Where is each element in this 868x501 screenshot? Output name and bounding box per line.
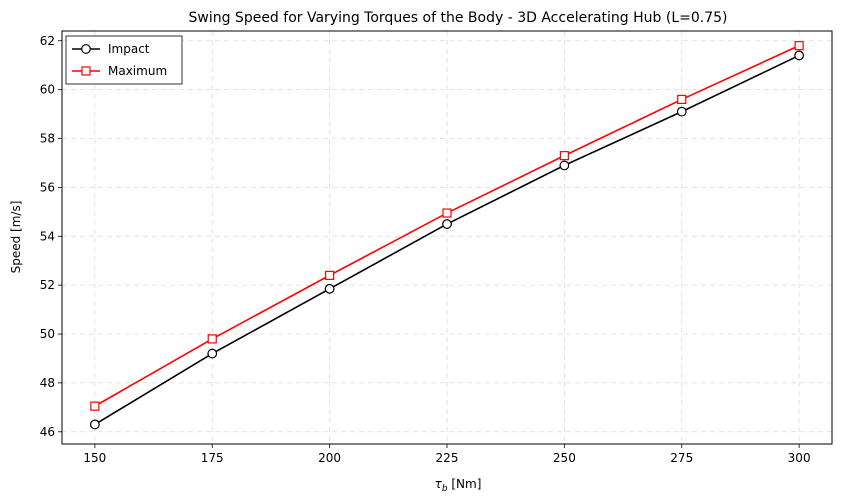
x-axis-subscript: b (442, 484, 448, 494)
data-point-maximum (559, 151, 569, 161)
data-point-maximum (794, 41, 804, 51)
legend: Impact Maximum (65, 35, 183, 85)
legend-marker-impact (81, 44, 91, 54)
legend-marker-maximum (81, 66, 91, 76)
series-layer (89, 41, 805, 430)
data-point-impact (559, 160, 570, 171)
y-tick-label: 54 (40, 229, 55, 243)
y-tick-label: 52 (40, 278, 55, 292)
legend-label-maximum: Maximum (108, 64, 167, 78)
x-tick-label: 250 (553, 451, 576, 465)
data-point-maximum (325, 270, 335, 280)
y-axis-label: Speed [m/s] (9, 201, 23, 274)
data-point-impact (89, 419, 100, 430)
legend-box (65, 35, 183, 85)
data-point-maximum (90, 401, 100, 411)
y-tick-label: 58 (40, 132, 55, 146)
y-tick-label: 56 (40, 180, 55, 194)
y-tick-label: 62 (40, 34, 55, 48)
data-point-maximum (207, 334, 217, 344)
x-axis-symbol: τ (435, 477, 443, 491)
chart-title: Swing Speed for Varying Torques of the B… (189, 10, 728, 26)
x-tick-label: 300 (788, 451, 811, 465)
x-tick-label: 150 (83, 451, 106, 465)
y-tick-label: 60 (40, 83, 55, 97)
plot-frame (61, 30, 833, 445)
y-tick-label: 48 (40, 376, 55, 390)
x-tick-label: 275 (670, 451, 693, 465)
x-axis-label: τb [Nm] (435, 477, 482, 494)
grid (62, 31, 832, 444)
x-tick-label: 200 (318, 451, 341, 465)
data-point-impact (207, 348, 218, 359)
x-tick-label: 225 (436, 451, 459, 465)
y-tick-label: 46 (40, 425, 55, 439)
data-point-impact (442, 219, 452, 229)
ticks: 150 175 200 225 250 275 300 46 48 50 52 54 56 58 60 62 (40, 34, 811, 465)
x-tick-label: 175 (201, 451, 224, 465)
legend-label-impact: Impact (108, 42, 150, 56)
data-point-impact (676, 106, 687, 117)
data-point-impact (794, 50, 805, 61)
data-point-maximum (442, 208, 452, 218)
data-point-impact (324, 283, 335, 294)
data-point-maximum (677, 94, 687, 105)
y-tick-label: 50 (40, 327, 55, 341)
x-axis-unit: [Nm] (448, 477, 482, 491)
